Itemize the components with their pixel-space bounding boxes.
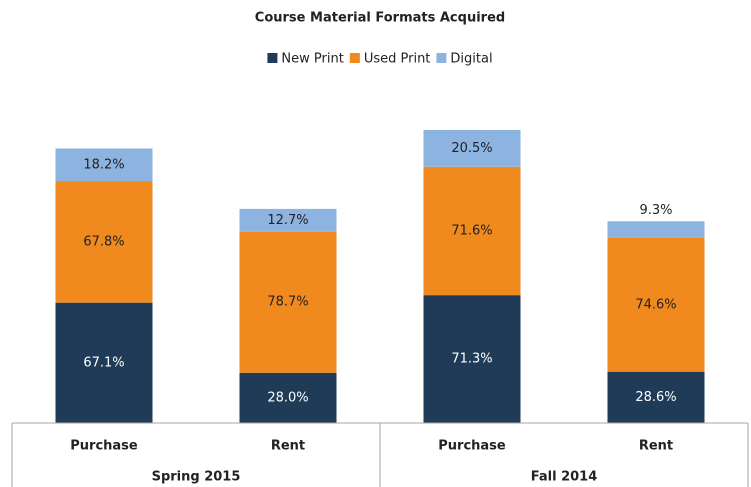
bar-segment [423,166,521,296]
legend-label: Digital [450,52,492,67]
bar-segment [607,237,705,372]
x-tick-label: Rent [639,439,673,454]
bar-segment [607,371,705,423]
value-label: 71.6% [451,223,492,238]
bar-segment [423,130,521,167]
chart-title: Course Material Formats Acquired [255,11,505,26]
bar-segment [423,295,521,423]
legend-swatch [267,53,278,63]
group-label: Fall 2014 [531,470,598,485]
bar-segment [55,302,153,423]
value-label: 71.3% [451,352,492,367]
x-tick-label: Rent [271,439,305,454]
value-label: 78.7% [267,295,308,310]
bar-segment [239,231,337,373]
legend-label: New Print [281,52,343,67]
bar-segment [239,372,337,423]
value-label: 12.7% [267,213,308,228]
value-label: 28.6% [635,390,676,405]
value-label: 18.2% [83,157,124,172]
bar-segment [55,181,153,303]
bar-segment [239,208,337,232]
value-label: 28.0% [267,390,308,405]
value-label: 20.5% [451,141,492,156]
value-label: 67.8% [83,234,124,249]
value-label: 9.3% [639,203,672,218]
value-label: 74.6% [635,297,676,312]
legend-swatch [436,53,447,63]
x-tick-label: Purchase [70,439,138,454]
x-tick-label: Purchase [438,439,506,454]
bar-segment [607,221,705,238]
bar-segment [55,148,153,182]
legend-swatch [349,53,360,63]
legend-label: Used Print [364,52,431,67]
value-label: 67.1% [83,355,124,370]
group-label: Spring 2015 [152,470,241,485]
